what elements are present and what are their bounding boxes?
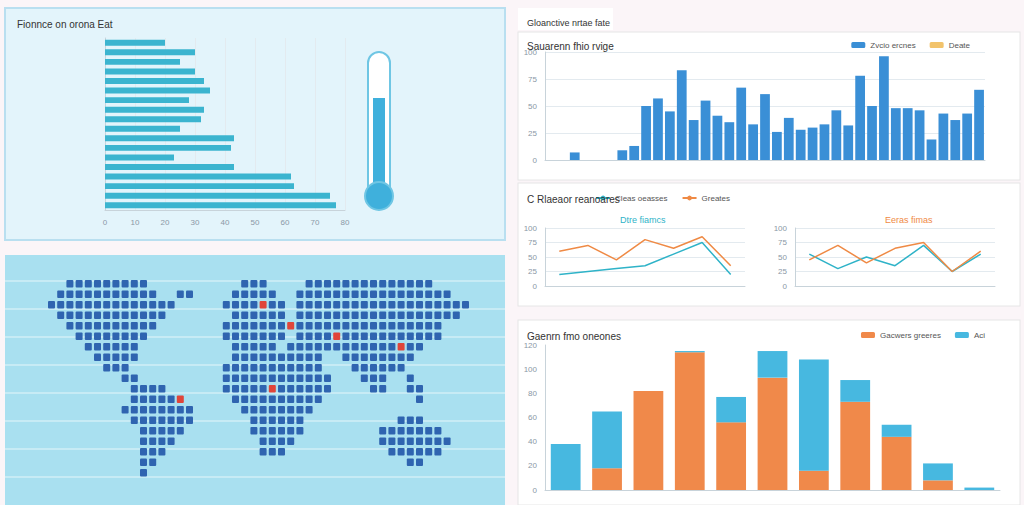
svg-text:25: 25 xyxy=(528,129,537,138)
svg-text:30: 30 xyxy=(191,218,200,227)
svg-text:0: 0 xyxy=(783,282,788,291)
svg-text:80: 80 xyxy=(341,218,350,227)
svg-text:0: 0 xyxy=(103,218,108,227)
svg-text:Zvcio ercnes: Zvcio ercnes xyxy=(870,41,915,50)
svg-text:40: 40 xyxy=(221,218,230,227)
svg-text:75: 75 xyxy=(528,238,537,247)
svg-text:0: 0 xyxy=(533,486,538,495)
svg-text:50: 50 xyxy=(778,253,787,262)
svg-text:50: 50 xyxy=(528,253,537,262)
svg-text:100: 100 xyxy=(774,224,788,233)
svg-text:Dtre fiamcs: Dtre fiamcs xyxy=(620,215,666,225)
svg-text:Gacwers greeres: Gacwers greeres xyxy=(880,331,941,340)
svg-text:100: 100 xyxy=(524,365,538,374)
svg-text:Sauarenn fhio rvige: Sauarenn fhio rvige xyxy=(527,41,614,52)
svg-text:C Rlaeaor reanoares: C Rlaeaor reanoares xyxy=(527,194,620,205)
svg-text:80: 80 xyxy=(528,389,537,398)
svg-text:60: 60 xyxy=(281,218,290,227)
svg-text:75: 75 xyxy=(778,238,787,247)
svg-text:Aci: Aci xyxy=(974,331,985,340)
svg-text:Fionnce on orona Eat: Fionnce on orona Eat xyxy=(17,19,113,30)
svg-text:Greates: Greates xyxy=(702,194,730,203)
svg-text:40: 40 xyxy=(528,437,537,446)
svg-text:100: 100 xyxy=(524,224,538,233)
svg-text:10: 10 xyxy=(131,218,140,227)
svg-text:100: 100 xyxy=(523,47,537,57)
svg-text:0: 0 xyxy=(533,156,538,165)
svg-text:60: 60 xyxy=(528,413,537,422)
svg-text:Gloanctive nrtae fate: Gloanctive nrtae fate xyxy=(527,18,610,28)
svg-text:50: 50 xyxy=(528,102,537,111)
svg-text:Deate: Deate xyxy=(949,41,971,50)
svg-text:Eeras fimas: Eeras fimas xyxy=(885,215,933,225)
svg-text:Cleas oeasses: Cleas oeasses xyxy=(615,194,667,203)
svg-text:75: 75 xyxy=(528,75,537,84)
svg-text:50: 50 xyxy=(251,218,260,227)
svg-text:120: 120 xyxy=(524,341,538,350)
svg-text:25: 25 xyxy=(528,267,537,276)
svg-text:20: 20 xyxy=(528,461,537,470)
svg-text:70: 70 xyxy=(311,218,320,227)
svg-text:25: 25 xyxy=(778,267,787,276)
svg-text:0: 0 xyxy=(533,282,538,291)
svg-text:20: 20 xyxy=(161,218,170,227)
svg-text:Gaenrn fmo oneones: Gaenrn fmo oneones xyxy=(527,331,621,342)
